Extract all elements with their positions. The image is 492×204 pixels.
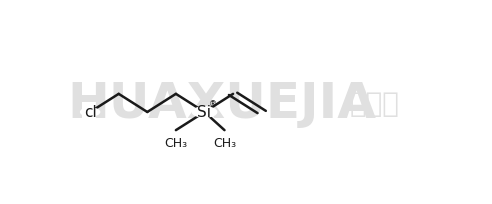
Circle shape bbox=[81, 109, 99, 116]
Text: HUAXUEJIA: HUAXUEJIA bbox=[67, 79, 376, 127]
Text: ®: ® bbox=[209, 100, 217, 109]
Text: 化学加: 化学加 bbox=[349, 89, 399, 117]
Text: CH₃: CH₃ bbox=[164, 137, 187, 150]
Text: Si: Si bbox=[197, 105, 212, 120]
Text: cl: cl bbox=[84, 105, 96, 120]
Text: CH₃: CH₃ bbox=[213, 137, 236, 150]
Circle shape bbox=[192, 108, 216, 118]
